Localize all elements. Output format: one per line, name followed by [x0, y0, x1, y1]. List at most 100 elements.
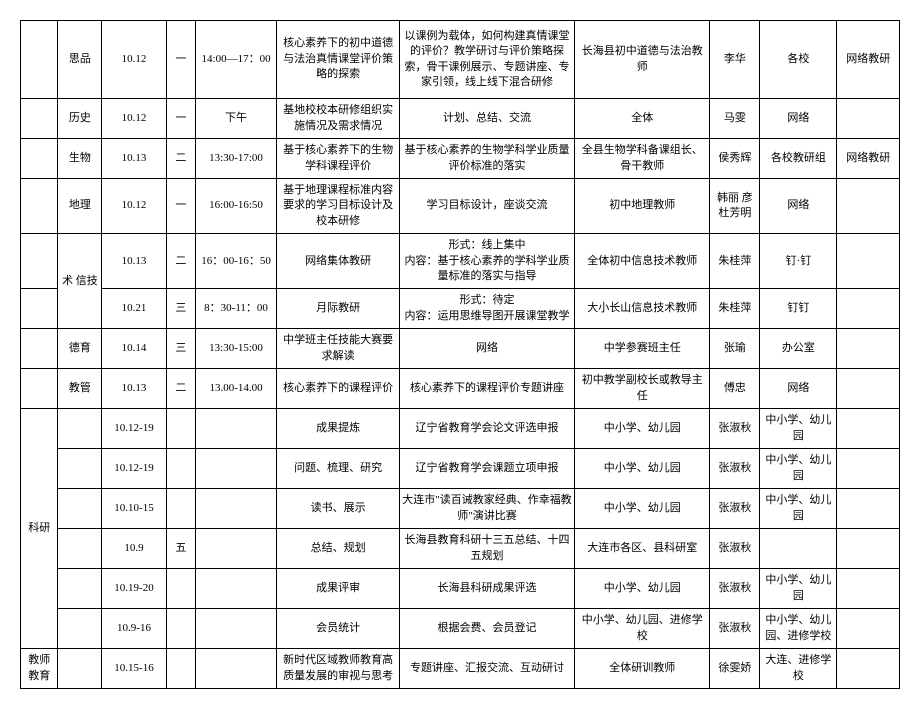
cell-c8: 朱桂萍	[710, 289, 760, 329]
cell-c9: 钉钉	[760, 289, 837, 329]
cell-c6: 核心素养下的课程评价专题讲座	[400, 369, 575, 409]
cell-c10	[837, 329, 900, 369]
category-cell	[21, 139, 58, 179]
cell-c6: 学习目标设计，座谈交流	[400, 179, 575, 234]
subject-cell: 生物	[58, 139, 102, 179]
cell-c5: 基于地理课程标准内容要求的学习目标设计及校本研修	[277, 179, 400, 234]
cell-c4: 16:00-16:50	[195, 179, 276, 234]
schedule-table: 思品10.12一14:00—17：00核心素养下的初中道德与法治真情课堂评价策略…	[20, 20, 900, 689]
cell-c10	[837, 449, 900, 489]
cell-c3: 五	[166, 529, 195, 569]
cell-c2: 10.21	[102, 289, 167, 329]
cell-c9: 网络	[760, 99, 837, 139]
cell-c5: 会员统计	[277, 609, 400, 649]
cell-c6: 大连市"读百诫教家经典、作幸福教师"演讲比赛	[400, 489, 575, 529]
subject-cell: 术 信技	[58, 234, 102, 329]
cell-c3: 三	[166, 289, 195, 329]
cell-c4	[195, 449, 276, 489]
cell-c6: 网络	[400, 329, 575, 369]
cell-c7: 中学参赛班主任	[575, 329, 710, 369]
subject-cell	[58, 449, 102, 489]
cell-c8: 张淑秋	[710, 609, 760, 649]
cell-c10	[837, 179, 900, 234]
cell-c9: 网络	[760, 179, 837, 234]
cell-c8: 张瑜	[710, 329, 760, 369]
cell-c3: 二	[166, 369, 195, 409]
cell-c6: 形式：待定内容：运用思维导图开展课堂教学	[400, 289, 575, 329]
category-cell: 科研	[21, 409, 58, 649]
subject-cell	[58, 409, 102, 449]
cell-c8: 傅忠	[710, 369, 760, 409]
cell-c4: 13:30-15:00	[195, 329, 276, 369]
cell-c7: 全体初中信息技术教师	[575, 234, 710, 289]
cell-c3: 一	[166, 179, 195, 234]
cell-c4	[195, 609, 276, 649]
cell-c4	[195, 649, 276, 689]
cell-c8: 张淑秋	[710, 409, 760, 449]
cell-c9: 办公室	[760, 329, 837, 369]
cell-c5: 总结、规划	[277, 529, 400, 569]
cell-c2: 10.12	[102, 179, 167, 234]
cell-c5: 核心素养下的初中道德与法治真情课堂评价策略的探索	[277, 21, 400, 99]
subject-cell	[58, 569, 102, 609]
cell-c8: 马雯	[710, 99, 760, 139]
cell-c10	[837, 569, 900, 609]
cell-c4	[195, 529, 276, 569]
subject-cell	[58, 649, 102, 689]
cell-c6: 专题讲座、汇报交流、互动研讨	[400, 649, 575, 689]
cell-c2: 10.13	[102, 369, 167, 409]
cell-c3: 一	[166, 21, 195, 99]
subject-cell: 德育	[58, 329, 102, 369]
cell-c6: 辽宁省教育学会课题立项申报	[400, 449, 575, 489]
cell-c9	[760, 529, 837, 569]
cell-c6: 计划、总结、交流	[400, 99, 575, 139]
cell-c8: 张淑秋	[710, 529, 760, 569]
cell-c2: 10.13	[102, 234, 167, 289]
cell-c4: 16：00-16：50	[195, 234, 276, 289]
cell-c10	[837, 234, 900, 289]
cell-c2: 10.19-20	[102, 569, 167, 609]
cell-c8: 张淑秋	[710, 489, 760, 529]
cell-c7: 初中教学副校长或教导主任	[575, 369, 710, 409]
cell-c6: 长海县教育科研十三五总结、十四五规划	[400, 529, 575, 569]
cell-c7: 中小学、幼儿园	[575, 569, 710, 609]
category-cell	[21, 21, 58, 99]
cell-c5: 读书、展示	[277, 489, 400, 529]
cell-c3: 一	[166, 99, 195, 139]
cell-c4: 下午	[195, 99, 276, 139]
cell-c2: 10.12-19	[102, 449, 167, 489]
cell-c7: 中小学、幼儿园	[575, 489, 710, 529]
cell-c6: 根据会费、会员登记	[400, 609, 575, 649]
cell-c7: 全县生物学科备课组长、骨干教师	[575, 139, 710, 179]
subject-cell	[58, 489, 102, 529]
cell-c2: 10.14	[102, 329, 167, 369]
category-cell	[21, 179, 58, 234]
cell-c3	[166, 649, 195, 689]
cell-c2: 10.10-15	[102, 489, 167, 529]
cell-c7: 初中地理教师	[575, 179, 710, 234]
cell-c5: 网络集体教研	[277, 234, 400, 289]
cell-c8: 韩丽 彦杜芳明	[710, 179, 760, 234]
cell-c10	[837, 529, 900, 569]
cell-c9: 中小学、幼儿园、进修学校	[760, 609, 837, 649]
category-cell: 教师教育	[21, 649, 58, 689]
cell-c4: 13:30-17:00	[195, 139, 276, 179]
cell-c10	[837, 409, 900, 449]
cell-c3	[166, 489, 195, 529]
cell-c3: 二	[166, 234, 195, 289]
cell-c10	[837, 649, 900, 689]
cell-c4: 8：30-11：00	[195, 289, 276, 329]
cell-c10: 网络教研	[837, 139, 900, 179]
cell-c5: 成果评审	[277, 569, 400, 609]
cell-c6: 形式：线上集中内容：基于核心素养的学科学业质量标准的落实与指导	[400, 234, 575, 289]
subject-cell: 教管	[58, 369, 102, 409]
cell-c7: 中小学、幼儿园	[575, 449, 710, 489]
cell-c2: 10.12	[102, 21, 167, 99]
subject-cell	[58, 529, 102, 569]
cell-c8: 侯秀辉	[710, 139, 760, 179]
category-cell	[21, 99, 58, 139]
cell-c5: 基地校校本研修组织实施情况及需求情况	[277, 99, 400, 139]
subject-cell: 思品	[58, 21, 102, 99]
subject-cell: 地理	[58, 179, 102, 234]
cell-c6: 辽宁省教育学会论文评选申报	[400, 409, 575, 449]
